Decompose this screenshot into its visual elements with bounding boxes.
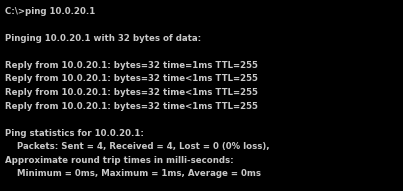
Text: Packets: Sent = 4, Received = 4, Lost = 0 (0% loss),: Packets: Sent = 4, Received = 4, Lost = … xyxy=(5,142,270,151)
Text: Reply from 10.0.20.1: bytes=32 time<1ms TTL=255: Reply from 10.0.20.1: bytes=32 time<1ms … xyxy=(5,102,258,111)
Text: Pinging 10.0.20.1 with 32 bytes of data:: Pinging 10.0.20.1 with 32 bytes of data: xyxy=(5,34,201,43)
Text: Approximate round trip times in milli-seconds:: Approximate round trip times in milli-se… xyxy=(5,156,233,165)
Text: Ping statistics for 10.0.20.1:: Ping statistics for 10.0.20.1: xyxy=(5,129,144,138)
Text: Reply from 10.0.20.1: bytes=32 time<1ms TTL=255: Reply from 10.0.20.1: bytes=32 time<1ms … xyxy=(5,74,258,83)
Text: Minimum = 0ms, Maximum = 1ms, Average = 0ms: Minimum = 0ms, Maximum = 1ms, Average = … xyxy=(5,169,261,178)
Text: Reply from 10.0.20.1: bytes=32 time<1ms TTL=255: Reply from 10.0.20.1: bytes=32 time<1ms … xyxy=(5,88,258,97)
Text: Reply from 10.0.20.1: bytes=32 time=1ms TTL=255: Reply from 10.0.20.1: bytes=32 time=1ms … xyxy=(5,61,258,70)
Text: C:\>ping 10.0.20.1: C:\>ping 10.0.20.1 xyxy=(5,7,95,16)
